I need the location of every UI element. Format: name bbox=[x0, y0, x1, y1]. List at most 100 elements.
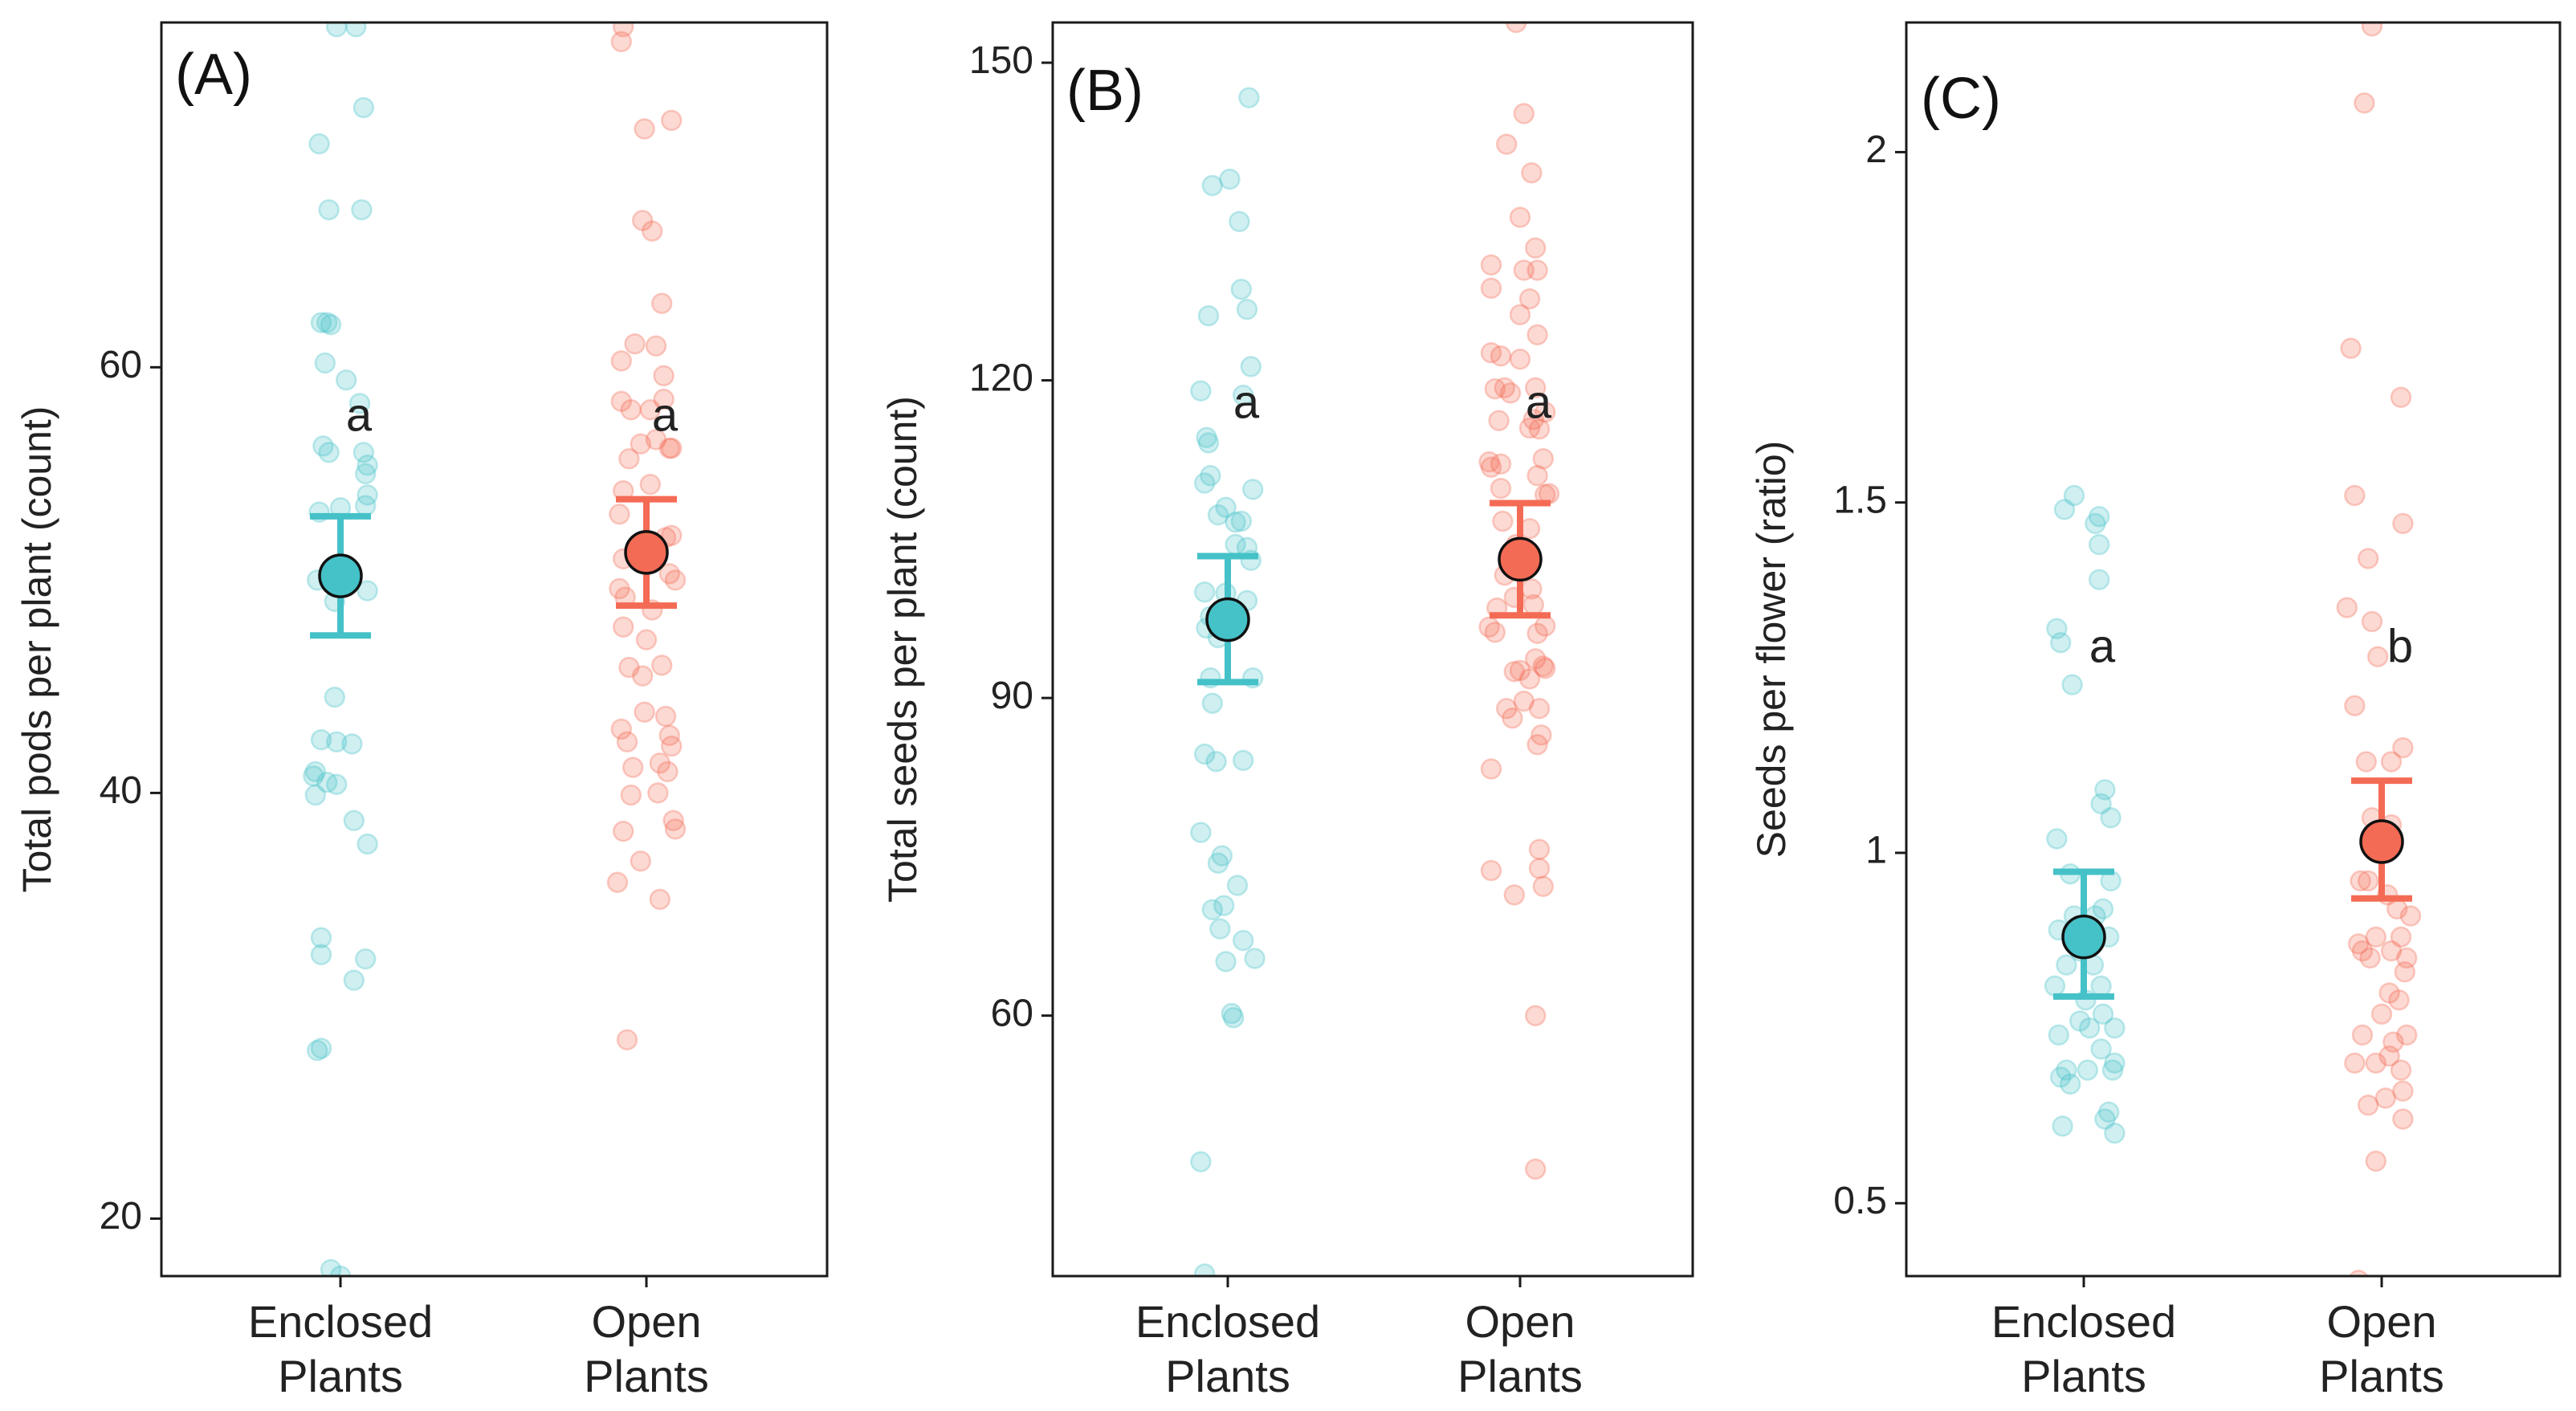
y-tick-label: 40 bbox=[100, 769, 142, 812]
data-point bbox=[1480, 758, 1502, 780]
data-point bbox=[343, 809, 365, 832]
data-point bbox=[618, 656, 640, 679]
data-point bbox=[1495, 133, 1518, 155]
data-point bbox=[1518, 288, 1541, 310]
data-point bbox=[312, 435, 334, 457]
data-point bbox=[2344, 484, 2366, 507]
data-point bbox=[1488, 410, 1510, 431]
data-point bbox=[2063, 484, 2085, 507]
data-point bbox=[1509, 206, 1531, 228]
data-point bbox=[310, 944, 332, 966]
data-point bbox=[635, 629, 658, 650]
data-point bbox=[2090, 1038, 2112, 1060]
y-tick-label: 1 bbox=[1865, 830, 1887, 872]
data-point bbox=[2370, 1003, 2393, 1025]
panel-label: (A) bbox=[175, 43, 252, 107]
data-point bbox=[329, 1265, 352, 1276]
data-point bbox=[2344, 695, 2366, 716]
data-point bbox=[304, 761, 327, 783]
data-point bbox=[2395, 1024, 2418, 1046]
data-point bbox=[2088, 505, 2110, 528]
data-point bbox=[303, 765, 324, 787]
data-point bbox=[616, 731, 638, 753]
data-point bbox=[1205, 751, 1227, 773]
data-point bbox=[1226, 875, 1249, 896]
x-tick-label: Open Plants bbox=[2319, 1296, 2444, 1401]
data-point bbox=[1201, 692, 1224, 714]
data-point bbox=[1505, 22, 1527, 34]
data-point bbox=[1495, 698, 1518, 720]
data-point bbox=[606, 871, 629, 893]
data-point bbox=[1232, 929, 1254, 952]
data-point bbox=[2374, 1087, 2397, 1109]
data-point bbox=[2090, 793, 2112, 815]
data-point bbox=[620, 784, 642, 806]
data-point bbox=[610, 350, 633, 372]
data-point bbox=[1219, 168, 1241, 190]
data-point bbox=[2088, 533, 2110, 556]
data-point bbox=[1193, 1263, 1216, 1276]
panel-label: (C) bbox=[1921, 67, 2001, 131]
data-point bbox=[660, 735, 683, 757]
data-point bbox=[1492, 510, 1514, 532]
data-point bbox=[1232, 749, 1254, 772]
data-point bbox=[2104, 1017, 2126, 1039]
mean-marker bbox=[2061, 914, 2106, 960]
data-point bbox=[1230, 278, 1253, 300]
data-point bbox=[2395, 947, 2418, 969]
data-point bbox=[1499, 382, 1522, 404]
data-point bbox=[310, 1038, 332, 1059]
y-axis-title: Total seeds per plant (count) bbox=[880, 396, 925, 903]
data-point bbox=[353, 96, 375, 119]
data-point bbox=[658, 724, 681, 747]
x-tick-label: Enclosed Plants bbox=[1991, 1296, 2176, 1401]
data-point bbox=[622, 756, 644, 778]
points-group bbox=[2044, 22, 2422, 1276]
data-point bbox=[316, 771, 338, 793]
data-point bbox=[2056, 1059, 2077, 1081]
data-point bbox=[1509, 659, 1531, 682]
data-point bbox=[1503, 884, 1526, 906]
data-point bbox=[2361, 610, 2383, 633]
data-point bbox=[2354, 92, 2375, 114]
data-point bbox=[2392, 512, 2414, 535]
data-point bbox=[343, 969, 365, 991]
data-point bbox=[1193, 472, 1216, 494]
data-point bbox=[1534, 401, 1556, 423]
data-point bbox=[325, 731, 348, 753]
data-point bbox=[1196, 426, 1217, 449]
mean-marker bbox=[2359, 819, 2404, 864]
data-point bbox=[1524, 377, 1547, 399]
data-point bbox=[1207, 852, 1229, 875]
data-point bbox=[1201, 899, 1224, 921]
plot-frame bbox=[160, 21, 829, 1278]
data-point bbox=[660, 437, 683, 459]
data-point bbox=[2049, 631, 2072, 654]
data-point bbox=[1209, 918, 1231, 940]
data-point bbox=[1213, 895, 1235, 916]
data-point bbox=[2390, 926, 2412, 948]
mean-marker bbox=[1205, 597, 1250, 642]
data-point bbox=[2390, 386, 2412, 409]
data-point bbox=[2061, 674, 2083, 695]
data-point bbox=[1526, 733, 1548, 756]
data-point bbox=[662, 809, 684, 832]
data-point bbox=[1221, 1002, 1243, 1025]
data-point bbox=[649, 752, 671, 774]
data-point bbox=[1225, 512, 1246, 533]
y-axis-title: Seeds per flower (ratio) bbox=[1749, 441, 1794, 858]
plot-frame bbox=[1051, 21, 1694, 1278]
data-point bbox=[609, 577, 630, 600]
y-tick-label: 20 bbox=[100, 1195, 142, 1238]
data-point bbox=[314, 352, 336, 374]
data-point bbox=[1211, 845, 1233, 867]
data-point bbox=[1207, 504, 1229, 526]
data-point bbox=[1478, 616, 1500, 638]
mean-marker bbox=[1498, 536, 1543, 582]
data-point bbox=[354, 495, 377, 516]
panel-label: (B) bbox=[1066, 59, 1143, 123]
data-point bbox=[2382, 1031, 2404, 1053]
data-point bbox=[2044, 975, 2066, 997]
data-point bbox=[2104, 1122, 2126, 1144]
data-point bbox=[1215, 951, 1237, 973]
